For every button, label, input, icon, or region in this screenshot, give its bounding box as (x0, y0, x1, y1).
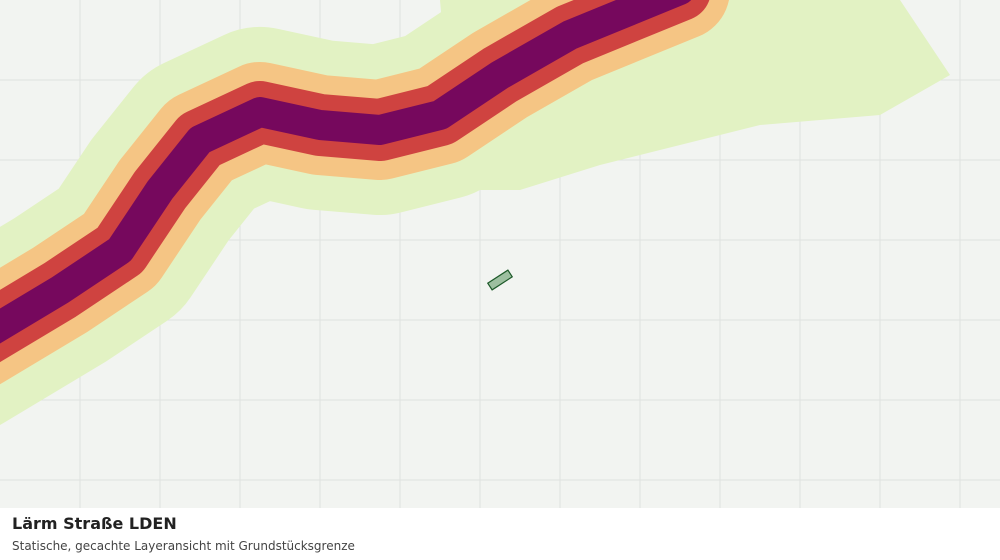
noise-bands (0, 0, 950, 425)
parcel-boundary (486, 269, 514, 291)
caption: Lärm Straße LDEN Statische, gecachte Lay… (12, 512, 355, 553)
map (0, 0, 1000, 508)
map-title: Lärm Straße LDEN (12, 514, 177, 533)
noise-zone-purple (0, 0, 692, 344)
map-subtitle: Statische, gecachte Layeransicht mit Gru… (12, 539, 355, 553)
